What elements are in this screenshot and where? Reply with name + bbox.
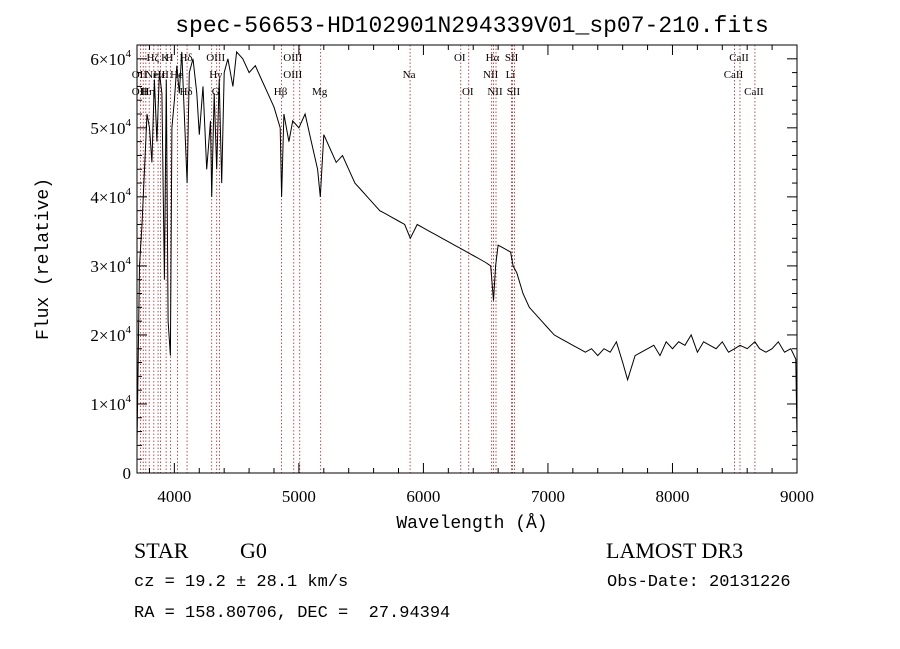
chart-title: spec-56653-HD102901N294339V01_sp07-210.f… (175, 13, 769, 39)
redshift-cz: cz = 19.2 ± 28.1 km/s (134, 573, 349, 592)
spectrum-chart: spec-56653-HD102901N294339V01_sp07-210.f… (34, 13, 814, 534)
line-label: CaII (724, 69, 744, 81)
line-label: CaII (744, 86, 764, 98)
ra-dec: RA = 158.80706, DEC = 27.94394 (134, 604, 451, 623)
line-label: H (141, 86, 149, 98)
line-label: Hδ (179, 52, 192, 64)
line-label: OIII (206, 52, 225, 64)
plot-frame (136, 44, 798, 474)
line-label: H (166, 52, 174, 64)
x-tick-label: 8000 (655, 487, 689, 506)
survey-name: LAMOST DR3 (606, 538, 744, 563)
line-label: CaII (729, 52, 749, 64)
y-tick-label: 5×104 (90, 117, 131, 138)
observation-date: Obs-Date: 20131226 (607, 573, 791, 592)
x-axis-label: Wavelength (Å) (396, 513, 547, 534)
line-label: NII (487, 86, 503, 98)
y-axis: 0 1×104 2×104 3×104 4×104 5×104 6×104 (90, 48, 797, 483)
flux-series-line (136, 50, 798, 446)
y-axis-label: Flux (relative) (34, 178, 54, 340)
y-tick-label: 1×104 (90, 393, 131, 414)
line-label: Li (506, 69, 516, 81)
line-label: OI (454, 52, 466, 64)
line-label: NeIII (145, 69, 169, 81)
line-label: K (161, 52, 169, 64)
line-label: Hβ (274, 86, 288, 98)
line-label: Hα (486, 52, 500, 64)
x-tick-label: 9000 (780, 487, 814, 506)
line-label: SII (507, 86, 521, 98)
y-tick-label: 2×104 (90, 324, 131, 345)
x-tick-label: 5000 (282, 487, 316, 506)
line-label: SII (505, 52, 519, 64)
y-tick-label: 6×104 (90, 48, 131, 69)
line-label: Hδ (179, 86, 192, 98)
x-tick-label: 4000 (157, 487, 191, 506)
y-tick-label: 3×104 (90, 255, 131, 276)
line-label: Na (403, 69, 416, 81)
line-label: OIII (283, 69, 302, 81)
y-tick-label: 0 (123, 464, 132, 483)
x-tick-label: 6000 (406, 487, 440, 506)
object-type: STAR (134, 538, 189, 563)
line-label: Hη (141, 86, 155, 98)
object-subclass: G0 (240, 538, 267, 563)
x-tick-label: 7000 (531, 487, 565, 506)
line-label: Hζ (147, 52, 160, 64)
y-tick-label: 4×104 (90, 186, 131, 207)
x-axis: 4000 5000 6000 7000 8000 9000 (148, 45, 814, 506)
line-label: NII (483, 69, 499, 81)
line-label: OI (462, 86, 474, 98)
line-label: Hγ (209, 69, 222, 81)
line-label: G (212, 86, 220, 98)
line-label: OIII (283, 52, 302, 64)
line-label: Mg (312, 86, 328, 98)
